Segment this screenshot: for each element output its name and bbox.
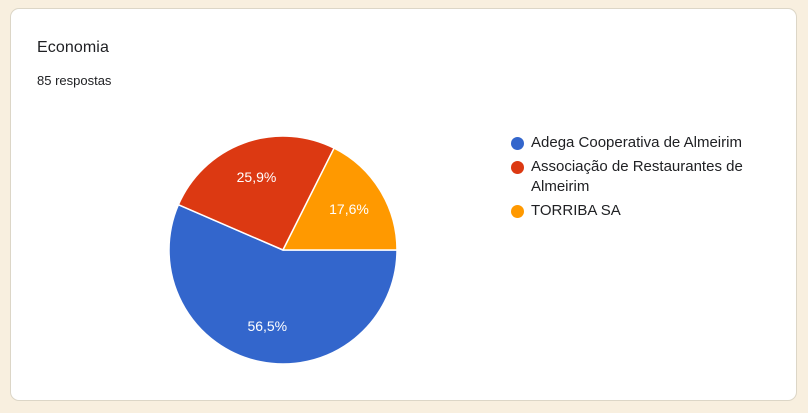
legend-label: Associação de Restaurantes de Almeirim [531,158,743,195]
legend-item: Adega Cooperativa de Almeirim [511,133,779,153]
question-title: Economia [37,39,109,56]
response-count: 85 respostas [37,73,112,88]
response-summary-card: Economia 85 respostas 56,5% 25,9% 17,6% Ad… [10,8,797,401]
slice-percent-label: 56,5% [247,318,287,334]
pie-slice[interactable] [282,147,398,251]
slice-percent-label: 17,6% [329,201,369,217]
slice-percent-label: 25,9% [237,169,277,185]
legend-item: TORRIBA SA [511,201,779,221]
legend-label: TORRIBA SA [531,202,621,219]
legend-dot-icon [511,205,524,218]
pie-svg: 56,5% 25,9% 17,6% [168,135,398,365]
card-header: Economia 85 respostas [11,9,796,89]
legend-dot-icon [511,137,524,150]
legend-item: Associação de Restaurantes de Almeirim [511,157,779,197]
pie-slice[interactable] [168,203,398,365]
pie-slice[interactable] [177,135,335,251]
legend-dot-icon [511,161,524,174]
legend-label: Adega Cooperativa de Almeirim [531,134,742,151]
chart-legend: Adega Cooperativa de Almeirim Associação … [511,133,779,225]
pie-chart: 56,5% 25,9% 17,6% [153,120,413,380]
